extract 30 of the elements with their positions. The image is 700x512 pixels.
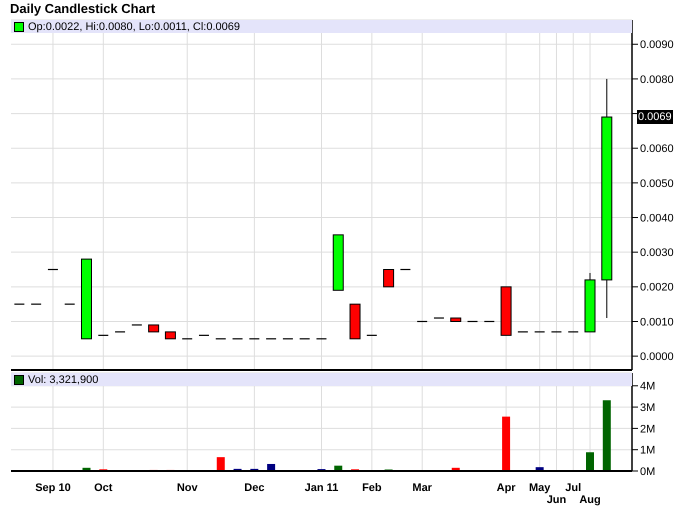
y-tick-label: 0.0040 — [640, 212, 674, 224]
y-tick-label: 0.0080 — [640, 74, 674, 86]
y-tick-label: 0.0000 — [640, 351, 674, 364]
x-tick-label: Jul — [565, 482, 582, 494]
y-tick-label: 0.0020 — [640, 282, 674, 294]
y-tick-label: 0M — [640, 466, 656, 478]
x-tick-label: May — [528, 482, 552, 494]
x-tick-label: Mar — [412, 482, 433, 494]
chart-title: Daily Candlestick Chart — [9, 0, 156, 18]
y-tick-label: 0.0050 — [640, 178, 674, 190]
legend-label: Vol: 3,321,900 — [28, 374, 98, 386]
x-tick-label: Jan 11 — [304, 482, 338, 494]
x-tick-label: Dec — [244, 482, 264, 494]
y-tick-label: 0.0090 — [640, 39, 674, 52]
y-tick-label: 0.0010 — [640, 316, 674, 328]
x-tick-label: Apr — [496, 482, 516, 494]
x-tick-label: Sep 10 — [35, 482, 71, 494]
y-tick-label: 0.0030 — [640, 247, 674, 260]
x-tick-label: Aug — [579, 494, 601, 506]
x-tick-label: Oct — [94, 482, 113, 494]
x-tick-label: Nov — [176, 482, 198, 494]
y-tick-label: 3M — [640, 402, 656, 414]
y-tick-label: 1M — [640, 444, 656, 457]
text: 0.0069 — [637, 110, 673, 124]
y-tick-label: 0.0060 — [640, 143, 674, 156]
x-tick-label: Feb — [362, 482, 382, 494]
y-tick-label: 2M — [640, 423, 656, 436]
x-tick-label: Jun — [546, 494, 567, 506]
y-tick-label: 4M — [640, 380, 656, 393]
legend-label: Op:0.0022, Hi:0.0080, Lo:0.0011, Cl:0.0069 — [28, 20, 240, 32]
